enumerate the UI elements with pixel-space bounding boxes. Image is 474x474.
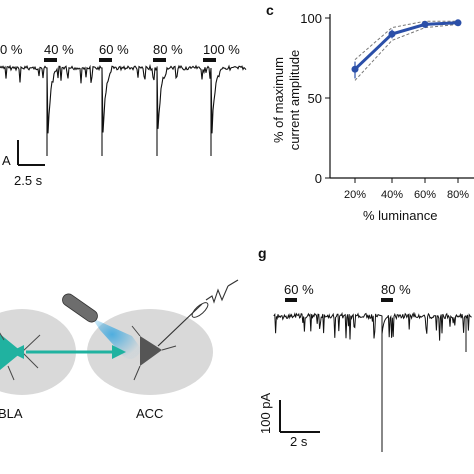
pipette-holder: [191, 302, 209, 318]
scalebar-time-label: 2.5 s: [14, 173, 43, 188]
region-label-acc: ACC: [136, 406, 163, 421]
stim-bars: [44, 58, 216, 62]
chart-axes: 0 50 100 20% 40% 60% 80%: [300, 11, 474, 201]
x-tick-label: 60%: [414, 189, 436, 201]
stim-label-100: 100 %: [203, 42, 240, 57]
error-band-upper: [354, 20, 458, 60]
scalebar-current-label: A: [2, 153, 11, 168]
y-axis-label-line1: % of maximum: [271, 57, 286, 143]
scalebar-g-current-label: 100 pA: [258, 392, 273, 434]
panel-label-g: g: [258, 245, 267, 261]
y-tick-label: 50: [308, 91, 322, 106]
stim-bar: [203, 58, 216, 62]
error-band: [354, 20, 459, 81]
stim-label-60: 60 %: [99, 42, 129, 57]
acc-neuron-icon: [140, 336, 162, 366]
current-trace: [0, 63, 247, 156]
patch-pipette-icon: [157, 303, 203, 347]
stim-label-40: 40 %: [44, 42, 74, 57]
region-label-bla: BLA: [0, 406, 23, 421]
y-axis-label-line2: current amplitude: [287, 50, 302, 150]
optic-fiber-icon: [62, 293, 98, 323]
x-tick-label: 80%: [447, 189, 469, 201]
stim-label-g-80: 80 %: [381, 282, 411, 297]
stim-bar-80: [381, 298, 393, 302]
resistor-icon: [205, 285, 229, 304]
arrowhead-right-icon: [112, 345, 126, 359]
pipette-wire: [227, 279, 239, 287]
data-point: [421, 20, 429, 28]
current-trace-g: [273, 311, 472, 452]
panel-c: c % of maximum current amplitude 0 50 100 2…: [266, 2, 474, 223]
panel-f-schematic: BLA ACC: [0, 279, 239, 421]
scalebar-g-time-label: 2 s: [290, 434, 308, 449]
panel-g: g 60 % 80 % 100 pA 2 s: [258, 245, 472, 452]
acc-dendrites: [131, 325, 177, 381]
bla-dendrites: [0, 332, 41, 381]
data-point: [388, 30, 396, 38]
x-tick-label: 40%: [381, 189, 403, 201]
arrowhead-left-icon: [10, 345, 24, 359]
stim-bar-60: [285, 298, 297, 302]
x-tick-label: 20%: [344, 189, 366, 201]
light-cone: [92, 318, 142, 359]
x-axis-label: % luminance: [363, 208, 437, 223]
stim-bar: [44, 58, 57, 62]
series-line-path: [353, 21, 459, 71]
series-line: [351, 19, 462, 79]
error-band-lower: [354, 23, 459, 81]
stim-bar: [99, 58, 112, 62]
stim-label-80: 80 %: [153, 42, 183, 57]
panel-label-c: c: [266, 2, 274, 18]
y-tick-label: 0: [315, 171, 322, 186]
stim-bar: [153, 58, 166, 62]
y-tick-label: 100: [300, 11, 322, 26]
data-point: [454, 19, 462, 27]
stim-label-0: 0 %: [0, 42, 23, 57]
stim-label-g-60: 60 %: [284, 282, 314, 297]
data-point: [351, 65, 359, 73]
panel-top-left-traces: 0 % 40 % 60 % 80 % 100 % A 2.5 s: [0, 42, 247, 188]
